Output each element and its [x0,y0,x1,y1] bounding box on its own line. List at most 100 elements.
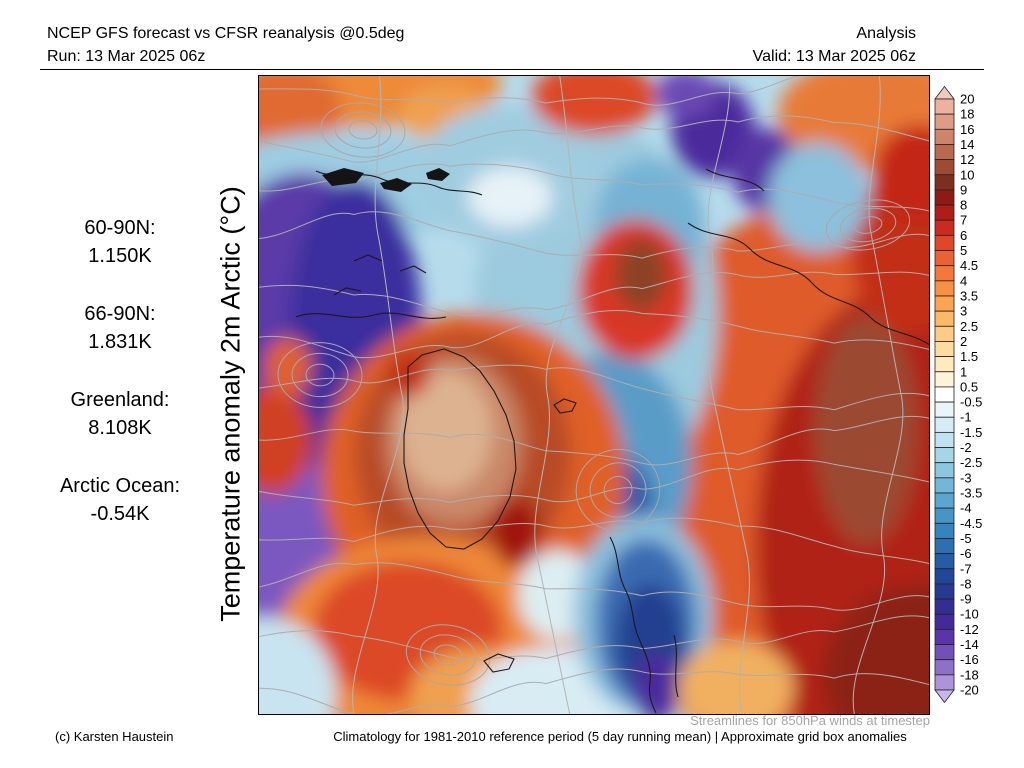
colorbar-segment [934,659,955,676]
streamline-eddy [291,352,349,398]
stat-label: Greenland: [70,389,170,411]
stat-value: 1.831K [88,331,152,353]
colorbar-tick-label: -4 [960,501,972,516]
streamline [258,364,930,411]
colorbar-segment [934,234,955,251]
colorbar-segment [934,447,955,464]
colorbar-tick-label: -7 [960,561,972,576]
colorbar-tick-label: -1 [960,410,972,425]
streamline [352,75,404,715]
colorbar-tick-label: 9 [960,182,967,197]
colorbar-segment [934,386,955,403]
land-patches [322,168,450,192]
stat-label: 60-90N: [84,217,156,239]
stat-value: 1.150K [88,245,152,267]
streamline [707,75,750,715]
colorbar-tick-label: 3.5 [960,289,978,304]
colorbar-tick-label: -1.5 [960,425,982,440]
colorbar-segment [934,401,955,418]
colorbar-segment [934,189,955,206]
colorbar-tick-label: -18 [960,667,979,682]
streamline-eddy [589,462,647,518]
colorbar-tick-label: 3 [960,304,967,319]
colorbar-tick-label: -16 [960,652,979,667]
colorbar-tick-label: 5 [960,243,967,258]
streamline [258,211,930,259]
colorbar-segment [934,280,955,297]
colorbar-tick-label: -12 [960,622,979,637]
colorbar-segment [934,553,955,570]
colorbar-segment [934,113,955,130]
colorbar-tick-label: 10 [960,167,974,182]
colorbar-tick-label: 2.5 [960,319,978,334]
colorbar-segment [934,174,955,191]
stat-arctic-ocean: Arctic Ocean: -0.54K [58,472,182,528]
colorbar-tick-label: 1 [960,364,967,379]
colorbar-segment [934,416,955,433]
colorbar-segment [934,507,955,524]
coastline-iceland [483,653,515,673]
colorbar-tick-label: 7 [960,213,967,228]
colorbar-tick-label: 4.5 [960,258,978,273]
streamline [258,415,930,466]
colorbar-segment [934,371,955,388]
colorbar-segment [934,356,955,373]
colorbar-tick-label: -9 [960,592,972,607]
colorbar-segment [934,341,955,358]
stat-label: Arctic Ocean: [59,475,181,497]
streamline [534,75,582,715]
colorbar-segment [934,462,955,479]
colorbar-tick-label: -6 [960,546,972,561]
streamline-eddy [419,634,477,676]
colorbar-tick-label: 2 [960,334,967,349]
coastline-archipelago [333,254,427,296]
stat-60-90n: 60-90N: 1.150K [58,214,182,270]
streamline [258,115,930,163]
colorbar-tick-label: -20 [960,683,979,698]
streamline-eddy [433,644,463,666]
anomaly-field [258,75,930,715]
streamline-eddy [405,624,491,686]
streamline [258,615,930,660]
colorbar-tick-label: 20 [960,92,974,107]
analysis-label: Analysis [856,25,916,42]
colorbar: 201816141210987654.543.532.521.510.5-0.5… [934,85,982,704]
stat-66-90n: 66-90N: 1.831K [58,300,182,356]
coastline-baltic [673,634,679,698]
climatology-note: Climatology for 1981-2010 reference peri… [333,729,907,744]
colorbar-tick-label: 6 [960,228,967,243]
coastline-norway [609,536,657,714]
colorbar-segment [934,598,955,615]
streamline [258,668,930,715]
colorbar-tick-label: 18 [960,107,974,122]
colorbar-segment [934,689,955,704]
colorbar-tick-label: -2.5 [960,455,982,470]
colorbar-tick-label: 14 [960,137,974,152]
streamlines-note: Streamlines for 850hPa winds at timestep [690,713,930,728]
map-frame [258,75,930,715]
colorbar-segment [934,613,955,630]
colorbar-segment [934,310,955,327]
coastline-canada [295,312,447,319]
header-divider [40,69,984,70]
streamline [852,75,904,715]
colorbar-segment [934,295,955,312]
colorbar-segment [934,477,955,494]
streamline-eddy [603,475,633,505]
colorbar-tick-label: -3.5 [960,486,982,501]
colorbar-tick-label: -14 [960,637,979,652]
streamline-eddy [825,199,911,251]
colorbar-segment [934,628,955,645]
colorbar-tick-label: -2 [960,440,972,455]
colorbar-segment [934,644,955,661]
coastline-svalbard [553,398,577,414]
stat-value: -0.54K [90,503,150,525]
coastline-siberia-north [705,168,765,192]
colorbar-tick-label: 12 [960,152,974,167]
colorbar-tick-label: 8 [960,198,967,213]
streamlines-overlay [258,75,930,715]
colorbar-segment [934,522,955,539]
streamline [258,271,930,317]
colorbar-segment [934,568,955,585]
colorbar-tick-label: -10 [960,607,979,622]
